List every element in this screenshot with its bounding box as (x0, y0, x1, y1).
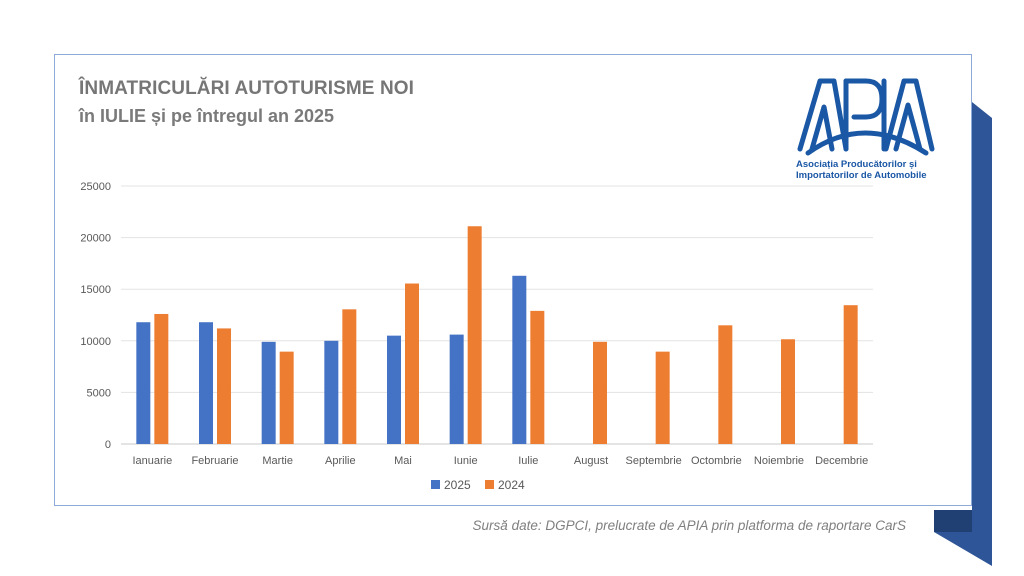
bar-2024-februarie (217, 328, 231, 444)
bar-2024-iulie (530, 310, 545, 444)
bar-2024-mai (405, 283, 419, 444)
bar-chart: 0 5000 10000 15000 20000 25000 Ianuarie Februar… (80, 181, 873, 492)
x-tick-label: Iulie (518, 455, 538, 467)
bar-2025-februarie (199, 322, 213, 444)
bar-2025-aprilie (324, 340, 339, 444)
bar-2024-aprilie (342, 309, 357, 444)
bar-2024-martie (279, 351, 294, 444)
x-tick-label: Ianuarie (132, 455, 172, 467)
legend-swatch-2024 (485, 480, 494, 489)
x-tick-label: Martie (262, 455, 293, 467)
x-tick-label: Octombrie (691, 455, 742, 467)
x-tick-label: Iunie (454, 455, 478, 467)
bar-2024-octombrie (718, 325, 733, 444)
x-tick-label: Noiembrie (754, 455, 804, 467)
chart-card: ÎNMATRICULĂRI AUTOTURISME NOI în IULIE ș… (54, 54, 972, 506)
apia-logo-mark (797, 78, 935, 156)
bar-2025-martie (261, 341, 276, 444)
logo-line-1: Asociația Producătorilor și (796, 159, 917, 170)
y-tick-label: 15000 (80, 284, 111, 296)
apia-logo-caption: Asociația Producătorilor și Importatoril… (796, 159, 936, 181)
y-tick-label: 25000 (80, 181, 111, 193)
page-subtitle: în IULIE și pe întregul an 2025 (79, 106, 335, 126)
bar-2024-decembrie (843, 305, 858, 444)
logo-line-2: Importatorilor de Automobile (796, 170, 927, 181)
bar-2025-iunie (449, 334, 464, 444)
bar-2024-iunie (467, 226, 482, 444)
bar-2024-septembrie (655, 351, 670, 444)
x-tick-label: August (574, 455, 608, 467)
legend-label: 2025 (444, 478, 471, 492)
x-tick-label: Aprilie (325, 455, 356, 467)
y-tick-label: 10000 (80, 336, 111, 348)
bar-2025-ianuarie (136, 322, 151, 444)
y-tick-label: 5000 (87, 387, 111, 399)
y-tick-label: 20000 (80, 233, 111, 245)
bar-2024-august (593, 341, 607, 444)
x-tick-label: Mai (394, 455, 412, 467)
bar-2025-mai (387, 335, 401, 444)
x-tick-label: Decembrie (815, 455, 868, 467)
bar-2025-iulie (512, 275, 527, 444)
y-tick-label: 0 (105, 439, 111, 451)
x-tick-label: Februarie (191, 455, 238, 467)
legend-swatch-2025 (431, 480, 440, 489)
source-note: Sursă date: DGPCI, prelucrate de APIA pr… (472, 518, 906, 533)
legend-label: 2024 (498, 478, 525, 492)
x-tick-label: Septembrie (626, 455, 682, 467)
bar-2024-noiembrie (781, 339, 795, 444)
apia-logo: Asociația Producătorilor și Importatoril… (794, 73, 936, 181)
page-title: ÎNMATRICULĂRI AUTOTURISME NOI (79, 78, 415, 99)
bar-2024-ianuarie (154, 313, 169, 444)
